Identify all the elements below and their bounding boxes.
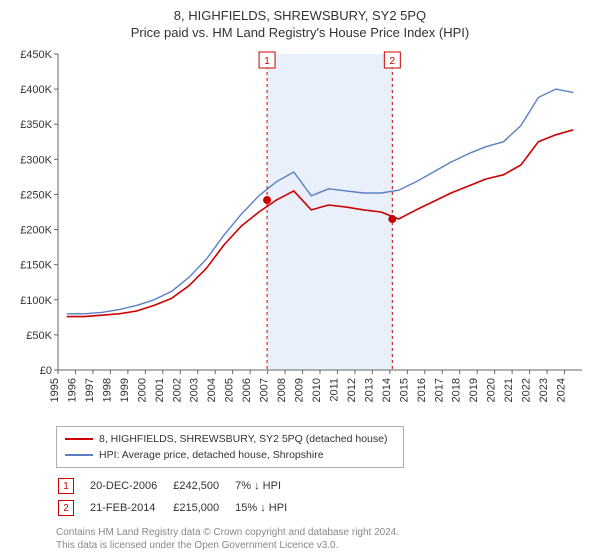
svg-text:2019: 2019: [468, 378, 480, 402]
svg-text:2004: 2004: [206, 378, 218, 402]
svg-text:£400K: £400K: [20, 84, 52, 96]
svg-text:£300K: £300K: [20, 154, 52, 166]
footnote-line: Contains HM Land Registry data © Crown c…: [56, 526, 588, 539]
svg-text:2009: 2009: [294, 378, 306, 402]
svg-text:2001: 2001: [154, 378, 166, 402]
marker-badge: 2: [58, 500, 74, 516]
legend: 8, HIGHFIELDS, SHREWSBURY, SY2 5PQ (deta…: [56, 426, 404, 468]
sales-table: 1 20-DEC-2006 £242,500 7% ↓ HPI 2 21-FEB…: [56, 474, 303, 520]
marker-badge: 1: [58, 478, 74, 494]
svg-text:1998: 1998: [101, 378, 113, 402]
svg-text:2012: 2012: [346, 378, 358, 402]
svg-text:£350K: £350K: [20, 119, 52, 131]
svg-text:1997: 1997: [84, 378, 96, 402]
legend-swatch: [65, 438, 93, 440]
svg-text:2024: 2024: [556, 378, 568, 402]
sale-price: £242,500: [173, 476, 233, 496]
footnote: Contains HM Land Registry data © Crown c…: [56, 526, 588, 552]
table-row: 1 20-DEC-2006 £242,500 7% ↓ HPI: [58, 476, 301, 496]
svg-text:2003: 2003: [189, 378, 201, 402]
svg-text:1999: 1999: [119, 378, 131, 402]
svg-text:2016: 2016: [416, 378, 428, 402]
svg-text:2011: 2011: [328, 378, 340, 402]
sale-delta: 7% ↓ HPI: [235, 476, 301, 496]
legend-swatch: [65, 454, 93, 456]
svg-text:2008: 2008: [276, 378, 288, 402]
svg-text:1996: 1996: [66, 378, 78, 402]
svg-text:£150K: £150K: [20, 260, 52, 272]
svg-text:2005: 2005: [224, 378, 236, 402]
svg-text:£200K: £200K: [20, 225, 52, 237]
svg-text:2: 2: [390, 56, 396, 67]
sale-date: 21-FEB-2014: [90, 498, 171, 518]
svg-text:2023: 2023: [538, 378, 550, 402]
svg-text:2014: 2014: [381, 378, 393, 402]
svg-text:2007: 2007: [259, 378, 271, 402]
page-subtitle: Price paid vs. HM Land Registry's House …: [12, 25, 588, 40]
svg-text:2015: 2015: [398, 378, 410, 402]
svg-text:2017: 2017: [433, 378, 445, 402]
svg-text:£50K: £50K: [26, 330, 52, 342]
sale-delta: 15% ↓ HPI: [235, 498, 301, 518]
svg-text:2010: 2010: [311, 378, 323, 402]
svg-text:1995: 1995: [49, 378, 61, 402]
legend-item-hpi: HPI: Average price, detached house, Shro…: [65, 447, 395, 463]
svg-text:£450K: £450K: [20, 49, 52, 61]
legend-label: 8, HIGHFIELDS, SHREWSBURY, SY2 5PQ (deta…: [99, 433, 387, 445]
svg-text:2013: 2013: [363, 378, 375, 402]
svg-text:£250K: £250K: [20, 189, 52, 201]
svg-text:£0: £0: [40, 365, 52, 377]
footnote-line: This data is licensed under the Open Gov…: [56, 539, 588, 552]
svg-text:2018: 2018: [451, 378, 463, 402]
svg-text:2000: 2000: [136, 378, 148, 402]
legend-item-property: 8, HIGHFIELDS, SHREWSBURY, SY2 5PQ (deta…: [65, 431, 395, 447]
svg-text:2020: 2020: [486, 378, 498, 402]
legend-label: HPI: Average price, detached house, Shro…: [99, 449, 324, 461]
sale-date: 20-DEC-2006: [90, 476, 171, 496]
svg-text:£100K: £100K: [20, 295, 52, 307]
svg-text:2006: 2006: [241, 378, 253, 402]
sale-price: £215,000: [173, 498, 233, 518]
svg-text:1: 1: [264, 56, 270, 67]
price-chart: £0 £50K £100K £150K £200K £250K £300K £350K £400…: [12, 48, 588, 418]
svg-text:2021: 2021: [503, 378, 515, 402]
table-row: 2 21-FEB-2014 £215,000 15% ↓ HPI: [58, 498, 301, 518]
svg-text:2002: 2002: [171, 378, 183, 402]
svg-text:2022: 2022: [521, 378, 533, 402]
page-title: 8, HIGHFIELDS, SHREWSBURY, SY2 5PQ: [12, 8, 588, 23]
